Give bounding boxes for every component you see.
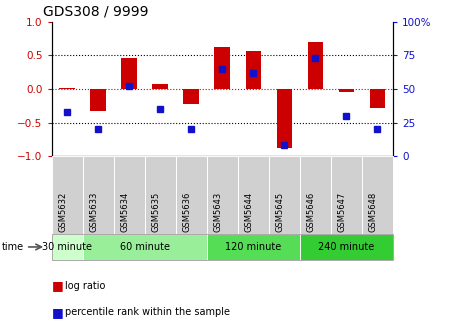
Text: GSM5633: GSM5633 (89, 192, 98, 232)
Text: GSM5632: GSM5632 (58, 192, 67, 232)
Text: 30 minute: 30 minute (42, 242, 92, 252)
Text: 120 minute: 120 minute (225, 242, 282, 252)
Text: GSM5643: GSM5643 (213, 192, 222, 232)
Text: log ratio: log ratio (65, 281, 106, 291)
Bar (277, 89, 292, 148)
Text: GSM5644: GSM5644 (244, 192, 253, 232)
Text: time: time (2, 242, 24, 252)
Text: GDS308 / 9999: GDS308 / 9999 (43, 4, 148, 18)
Bar (215, 47, 230, 89)
Text: GSM5635: GSM5635 (151, 192, 160, 232)
Text: GSM5646: GSM5646 (306, 192, 315, 232)
Text: ■: ■ (52, 306, 63, 319)
Text: percentile rank within the sample: percentile rank within the sample (65, 307, 230, 318)
Bar (121, 58, 137, 89)
Bar (59, 88, 75, 89)
Bar (370, 89, 385, 108)
Text: 60 minute: 60 minute (120, 242, 170, 252)
Text: GSM5645: GSM5645 (275, 192, 284, 232)
Bar (246, 51, 261, 89)
Text: GSM5647: GSM5647 (337, 192, 346, 232)
Text: GSM5648: GSM5648 (368, 192, 377, 232)
Bar (153, 84, 168, 89)
Text: 240 minute: 240 minute (318, 242, 374, 252)
Text: GSM5636: GSM5636 (182, 192, 191, 232)
Bar (90, 89, 106, 111)
Text: ■: ■ (52, 279, 63, 292)
Bar (308, 42, 323, 89)
Bar (339, 89, 354, 92)
Bar (184, 89, 199, 104)
Text: GSM5634: GSM5634 (120, 192, 129, 232)
